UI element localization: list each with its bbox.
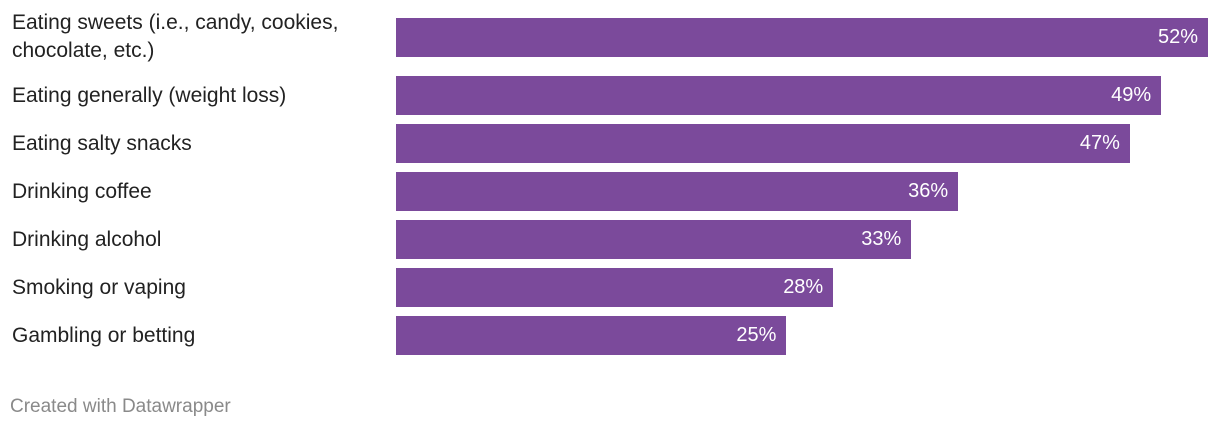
value-label: 52% [1157,26,1198,48]
value-label: 36% [908,180,949,202]
value-label: 47% [1079,132,1120,154]
value-label: 33% [861,228,902,250]
value-label: 49% [1111,84,1152,106]
category-label: Gambling or betting [12,323,196,347]
bar [396,76,1162,115]
bar [396,18,1208,57]
category-label: Drinking coffee [12,179,152,203]
value-label: 28% [783,276,824,298]
footer: Created with Datawrapper [10,396,231,417]
value-label: 25% [736,324,777,346]
bar [396,316,787,355]
category-label: Eating salty snacks [12,131,192,155]
category-label: Smoking or vaping [12,275,186,299]
bar [396,268,834,307]
category-label: Eating sweets (i.e., candy, cookies, cho… [12,11,339,62]
category-label: Eating generally (weight loss) [12,83,287,107]
bar [396,124,1130,163]
category-label: Drinking alcohol [12,227,162,251]
bar [396,220,912,259]
bar [396,172,959,211]
